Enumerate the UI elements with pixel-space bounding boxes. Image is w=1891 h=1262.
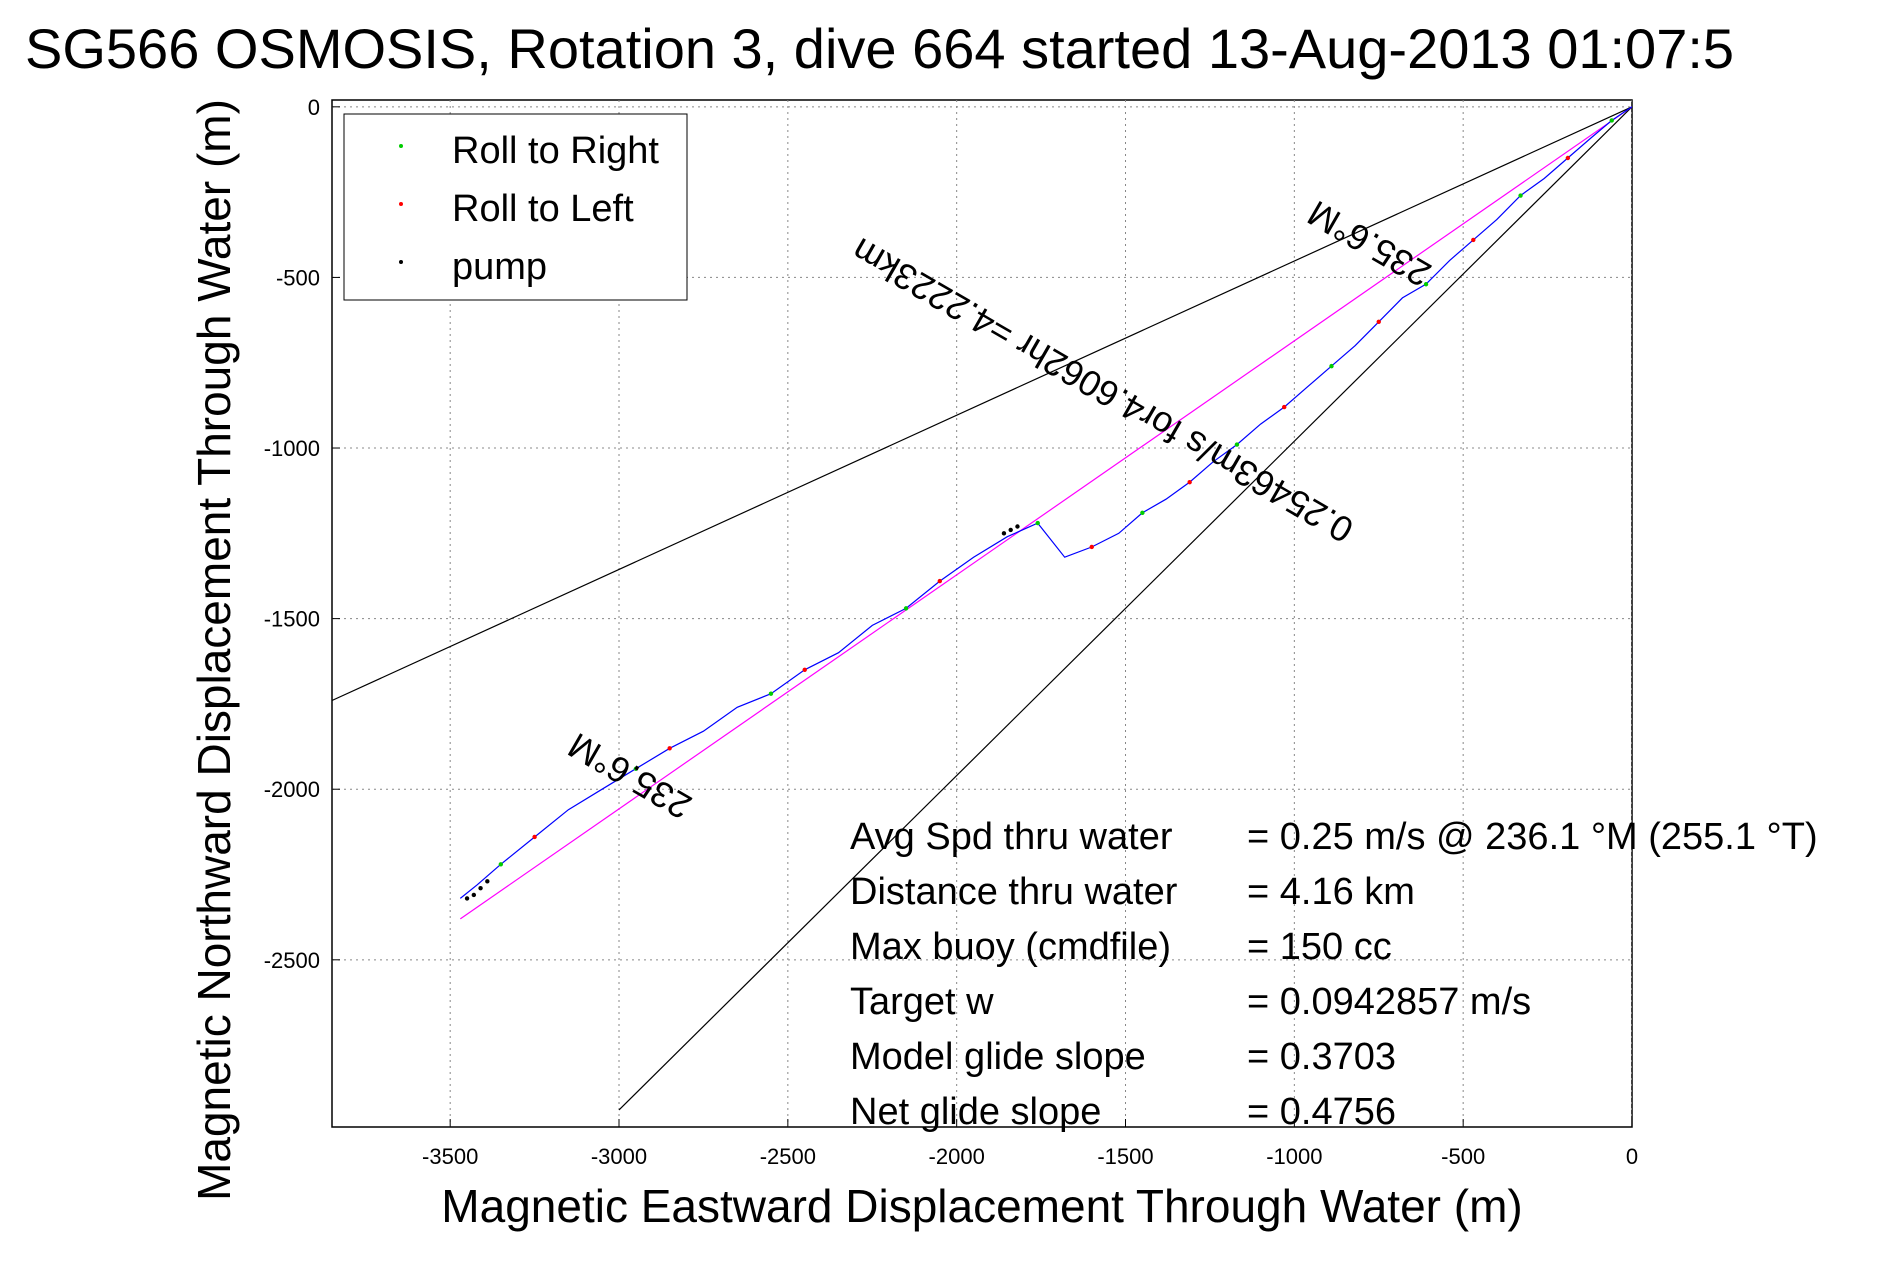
roll-right-point xyxy=(769,691,773,695)
roll-left-point xyxy=(938,579,942,583)
y-axis-ticks: 0 -500 -1000 -1500 -2000 -2500 xyxy=(264,95,340,973)
pump-point xyxy=(1009,528,1013,532)
roll-right-point xyxy=(499,862,503,866)
legend-label: Roll to Left xyxy=(452,188,634,230)
stat-label: Target w xyxy=(850,981,994,1023)
pump-point xyxy=(485,879,489,883)
legend-marker xyxy=(399,144,403,148)
pump-point xyxy=(465,896,469,900)
x-tick-label: -3500 xyxy=(422,1144,478,1169)
roll-right-point xyxy=(1329,364,1333,368)
roll-left-point xyxy=(1187,480,1191,484)
stat-value: = 4.16 km xyxy=(1247,871,1415,913)
stat-label: Net glide slope xyxy=(850,1091,1101,1133)
x-tick-label: -1000 xyxy=(1266,1144,1322,1169)
y-tick-label: 0 xyxy=(308,95,320,120)
roll-right-point xyxy=(1140,511,1144,515)
pump-point xyxy=(472,893,476,897)
y-tick-label: -2500 xyxy=(264,948,320,973)
stat-value: = 0.3703 xyxy=(1247,1036,1396,1078)
pump-point xyxy=(1002,531,1006,535)
legend-label: pump xyxy=(452,246,547,288)
roll-right-point xyxy=(1610,118,1614,122)
x-tick-label: -1500 xyxy=(1097,1144,1153,1169)
legend-marker xyxy=(399,202,403,206)
stat-value: = 0.4756 xyxy=(1247,1091,1396,1133)
pump-point xyxy=(478,886,482,890)
y-tick-label: -2000 xyxy=(264,777,320,802)
stat-value: = 0.25 m/s @ 236.1 °M (255.1 °T) xyxy=(1247,816,1818,858)
y-tick-label: -1000 xyxy=(264,436,320,461)
y-tick-label: -500 xyxy=(276,265,320,290)
x-tick-label: -500 xyxy=(1441,1144,1485,1169)
roll-left-point xyxy=(1282,405,1286,409)
roll-left-point xyxy=(532,835,536,839)
x-tick-label: -2000 xyxy=(929,1144,985,1169)
pump-point xyxy=(1015,524,1019,528)
y-tick-label: -1500 xyxy=(264,607,320,632)
roll-right-point xyxy=(1036,521,1040,525)
x-tick-label: -3000 xyxy=(591,1144,647,1169)
legend-label: Roll to Right xyxy=(452,130,659,172)
legend: Roll to Right Roll to Left pump xyxy=(344,114,687,300)
x-tick-label: -2500 xyxy=(760,1144,816,1169)
stat-value: = 150 cc xyxy=(1247,926,1392,968)
stat-label: Max buoy (cmdfile) xyxy=(850,926,1171,968)
stat-label: Distance thru water xyxy=(850,871,1178,913)
dive-plot: SG566 OSMOSIS, Rotation 3, dive 664 star… xyxy=(0,0,1891,1262)
roll-right-point xyxy=(904,606,908,610)
roll-left-point xyxy=(1566,156,1570,160)
stat-label: Avg Spd thru water xyxy=(850,816,1173,858)
roll-left-point xyxy=(1377,320,1381,324)
stat-label: Model glide slope xyxy=(850,1036,1146,1078)
y-axis-label: Magnetic Northward Displacement Through … xyxy=(188,99,240,1201)
roll-left-point xyxy=(803,668,807,672)
roll-right-point xyxy=(1518,193,1522,197)
x-axis-label: Magnetic Eastward Displacement Through W… xyxy=(441,1180,1522,1232)
stat-value: = 0.0942857 m/s xyxy=(1247,981,1531,1023)
roll-left-point xyxy=(667,746,671,750)
roll-left-point xyxy=(1471,238,1475,242)
legend-marker xyxy=(399,260,403,264)
x-tick-label: 0 xyxy=(1626,1144,1638,1169)
chart-title: SG566 OSMOSIS, Rotation 3, dive 664 star… xyxy=(25,17,1734,80)
roll-left-point xyxy=(1090,545,1094,549)
